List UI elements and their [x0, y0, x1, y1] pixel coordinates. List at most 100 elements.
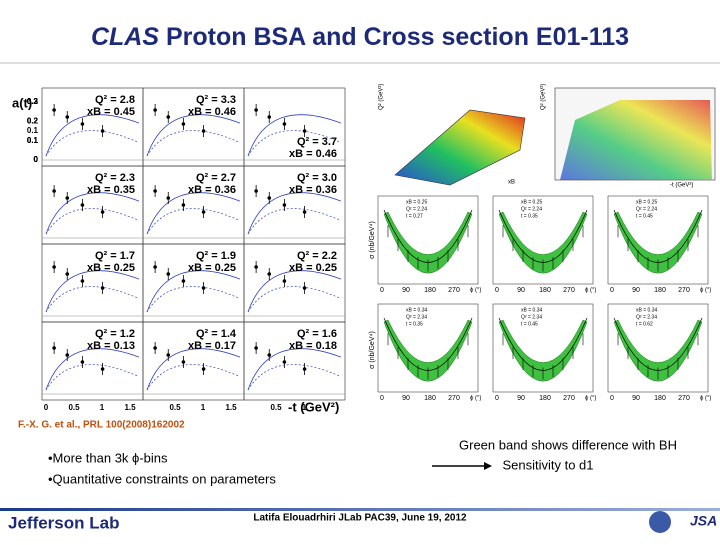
- cross-section-figure: xB -t (GeV²) Q² (GeV²) Q² (GeV²) σ (nb/GeV⁴)…: [369, 84, 716, 402]
- footer-author: Latifa Elouadrhiri JLab PAC39, June 19, …: [253, 513, 467, 524]
- x-tick-label: 180: [424, 395, 436, 402]
- panel-xb: xB = 0.13: [87, 340, 135, 352]
- y-axis-label: σ (nb/GeV⁴): [369, 331, 376, 369]
- data-point: [181, 122, 186, 126]
- y-tick-label: 0: [34, 155, 39, 164]
- title-main: Proton BSA and Cross section: [166, 23, 529, 51]
- x-tick-label: 0: [495, 395, 499, 402]
- note-line: Sensitivity to d1: [502, 457, 593, 472]
- data-point: [201, 129, 206, 133]
- y-tick-label: 0: [34, 155, 39, 164]
- x-tick-label: 0: [380, 395, 384, 402]
- model-curve: [146, 270, 241, 313]
- footer-logo: Jefferson Lab: [8, 513, 119, 532]
- panel-xb: xB = 0.35: [87, 184, 135, 196]
- model-curve: [146, 192, 241, 235]
- x-tick-label: 0: [380, 287, 384, 294]
- data-point: [80, 360, 85, 364]
- data-point: [282, 360, 287, 364]
- panel-label: xB = 0.25: [521, 199, 542, 205]
- x-tick-label: 270: [563, 395, 575, 402]
- panel-label: t = 0.62: [636, 321, 653, 327]
- x-tick-label: 180: [539, 395, 551, 402]
- bsa-figure: a(t) -t (GeV²) 00.10.2 Q² = 2.8xB = 0.45Q…: [12, 87, 346, 414]
- panel-q2: Q² = 1.7: [95, 250, 135, 262]
- data-point: [302, 129, 307, 133]
- data-point: [166, 196, 171, 200]
- data-point: [153, 265, 157, 269]
- model-curve: [45, 364, 140, 391]
- panel-xb: xB = 0.25: [289, 262, 337, 274]
- data-point: [254, 265, 258, 269]
- model-curve: [247, 364, 342, 391]
- axis-label: -t (GeV²): [670, 183, 693, 189]
- model-curve: [45, 270, 140, 313]
- model-curve: [146, 348, 241, 391]
- panel-label: xB = 0.25: [636, 199, 657, 205]
- y-tick-label: 0.2: [27, 97, 39, 106]
- panel-xb: xB = 0.25: [188, 262, 236, 274]
- data-point: [100, 129, 105, 133]
- data-point: [100, 367, 105, 371]
- data-point: [52, 189, 56, 193]
- x-tick-label: 90: [402, 395, 410, 402]
- x-tick-label: 270: [563, 287, 575, 294]
- data-point: [181, 360, 186, 364]
- x-tick-label: 270: [448, 287, 460, 294]
- data-point: [201, 367, 206, 371]
- panel-q2: Q² = 2.3: [95, 172, 135, 184]
- data-point: [267, 272, 272, 276]
- data-point: [254, 108, 258, 112]
- model-curve: [45, 192, 140, 235]
- bh-band: [498, 211, 588, 274]
- scatter-density: [560, 100, 712, 180]
- panel-q2: Q² = 1.2: [95, 328, 135, 340]
- panel-xb: xB = 0.46: [289, 148, 337, 160]
- panel-xb: xB = 0.36: [289, 184, 337, 196]
- x-tick-label: 270: [678, 395, 690, 402]
- data-point: [201, 286, 206, 290]
- title-suffix: E01-113: [536, 23, 629, 51]
- data-point: [302, 210, 307, 214]
- data-point: [80, 279, 85, 283]
- x-tick-label: 1: [302, 403, 307, 412]
- data-point: [65, 196, 70, 200]
- panel-q2: Q² = 3.7: [297, 136, 337, 148]
- model-curve: [45, 208, 140, 235]
- panel-label: xB = 0.34: [406, 307, 427, 313]
- model-curve: [146, 364, 241, 391]
- model-curve: [45, 114, 140, 157]
- model-curve: [146, 286, 241, 313]
- panel-label: Q² = 2.34: [406, 314, 427, 320]
- data-point: [302, 286, 307, 290]
- panel-xb: xB = 0.25: [87, 262, 135, 274]
- panel-q2: Q² = 2.2: [297, 250, 337, 262]
- x-axis-label: ϕ (°): [700, 396, 711, 402]
- data-point: [80, 203, 85, 207]
- x-tick-label: 270: [448, 395, 460, 402]
- axis-label: Q² (GeV²): [541, 84, 547, 110]
- data-point: [302, 367, 307, 371]
- model-curve: [247, 192, 342, 235]
- y-tick-label: 0.2: [27, 116, 39, 125]
- x-tick-label: 180: [654, 395, 666, 402]
- panel-xb: xB = 0.18: [289, 340, 337, 352]
- data-point: [166, 353, 171, 357]
- panel-q2: Q² = 1.4: [196, 328, 237, 340]
- bh-band: [383, 211, 473, 274]
- x-axis-label: -t (GeV²): [288, 399, 339, 414]
- data-point: [267, 196, 272, 200]
- panel-label: xB = 0.25: [406, 199, 427, 205]
- data-point: [201, 210, 206, 214]
- x-tick-label: 270: [678, 287, 690, 294]
- y-tick-label: 0.3: [27, 97, 39, 106]
- model-curve: [247, 348, 342, 391]
- data-point: [254, 346, 258, 350]
- x-axis-label: ϕ (°): [700, 288, 711, 294]
- x-tick-label: 180: [654, 287, 666, 294]
- x-tick-label: 90: [632, 395, 640, 402]
- data-point: [267, 115, 272, 119]
- panel-label: t = 0.35: [521, 213, 538, 219]
- data-point: [282, 122, 287, 126]
- data-point: [181, 279, 186, 283]
